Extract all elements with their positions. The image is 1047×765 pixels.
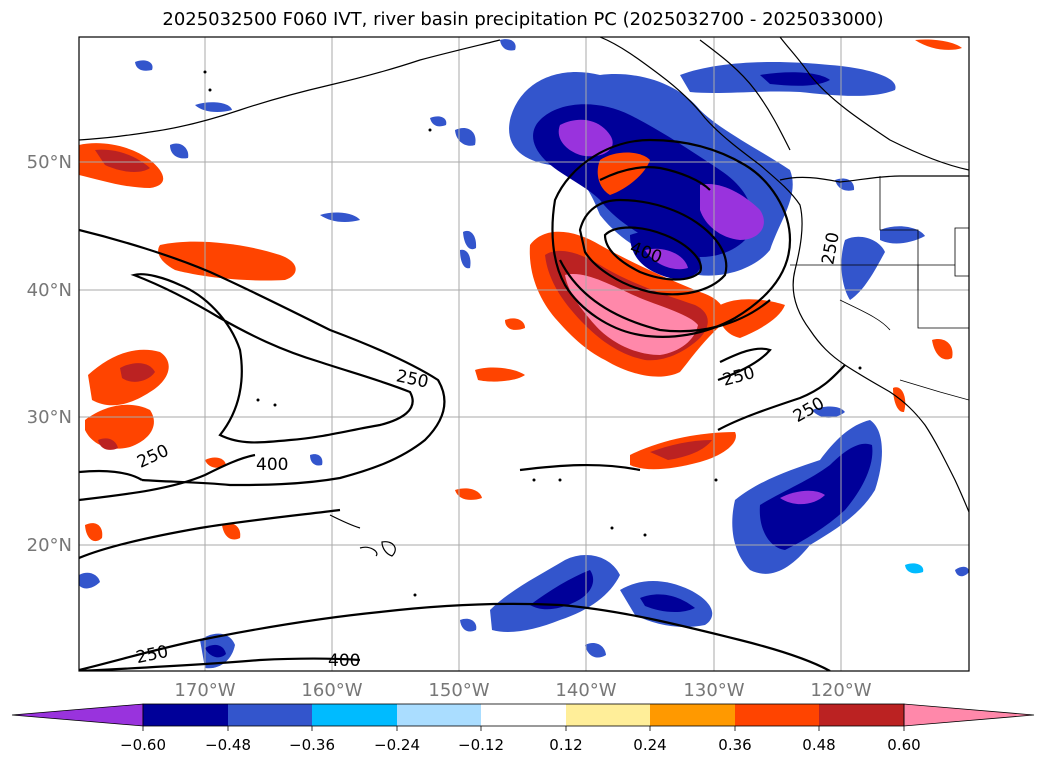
political-borders [789,176,969,401]
colorbar-swatch [397,704,481,726]
coastlines [79,37,969,557]
lon-label: 160°W [301,680,362,701]
map-panel: 250 400 250 250 400 250 250 250 400 [79,37,969,671]
graticule [79,37,969,671]
colorbar-tick-label: −0.48 [205,736,251,754]
colorbar-swatch [228,704,312,726]
island-specks [203,70,862,597]
lat-label: 40°N [27,280,72,301]
lon-label: 140°W [555,680,616,701]
lon-label: 170°W [174,680,235,701]
ivt-contours [79,138,846,671]
lon-label: 120°W [810,680,871,701]
colorbar-swatch [735,704,819,726]
colorbar-swatch [143,704,228,726]
map-frame [78,36,970,672]
colorbar-swatch [650,704,735,726]
lat-label: 30°N [27,407,72,428]
colorbar: −0.60 −0.48 −0.36 −0.24 −0.12 0.12 0.24 … [11,703,1035,754]
colorbar-swatch [312,704,397,726]
lon-label: 150°W [428,680,489,701]
colorbar-tick-label: −0.12 [458,736,504,754]
colorbar-swatch [481,704,566,726]
colorbar-tick-label: −0.24 [374,736,420,754]
longitude-labels: 170°W 160°W 150°W 140°W 130°W 120°W [174,680,871,701]
colorbar-max-extend [903,703,1035,727]
lat-label: 50°N [27,152,72,173]
contour-label: 400 [328,651,360,671]
latitude-labels: 50°N 40°N 30°N 20°N [27,152,72,556]
colorbar-swatch [566,704,650,726]
colorbar-tick-label: 0.24 [633,736,666,754]
colorbar-tick-label: 0.48 [802,736,835,754]
lat-label: 20°N [27,535,72,556]
colorbar-tick-label: −0.60 [120,736,166,754]
colorbar-swatch [819,704,904,726]
colorbar-tick-label: 0.36 [718,736,751,754]
colorbar-tick-label: −0.36 [289,736,335,754]
colorbar-min-extend [11,703,144,727]
colorbar-tick-label: 0.12 [549,736,582,754]
contour-label: 400 [256,455,288,475]
colorbar-tick-label: 0.60 [887,736,920,754]
map-title: 2025032500 F060 IVT, river basin precipi… [162,9,883,30]
lon-label: 130°W [683,680,744,701]
